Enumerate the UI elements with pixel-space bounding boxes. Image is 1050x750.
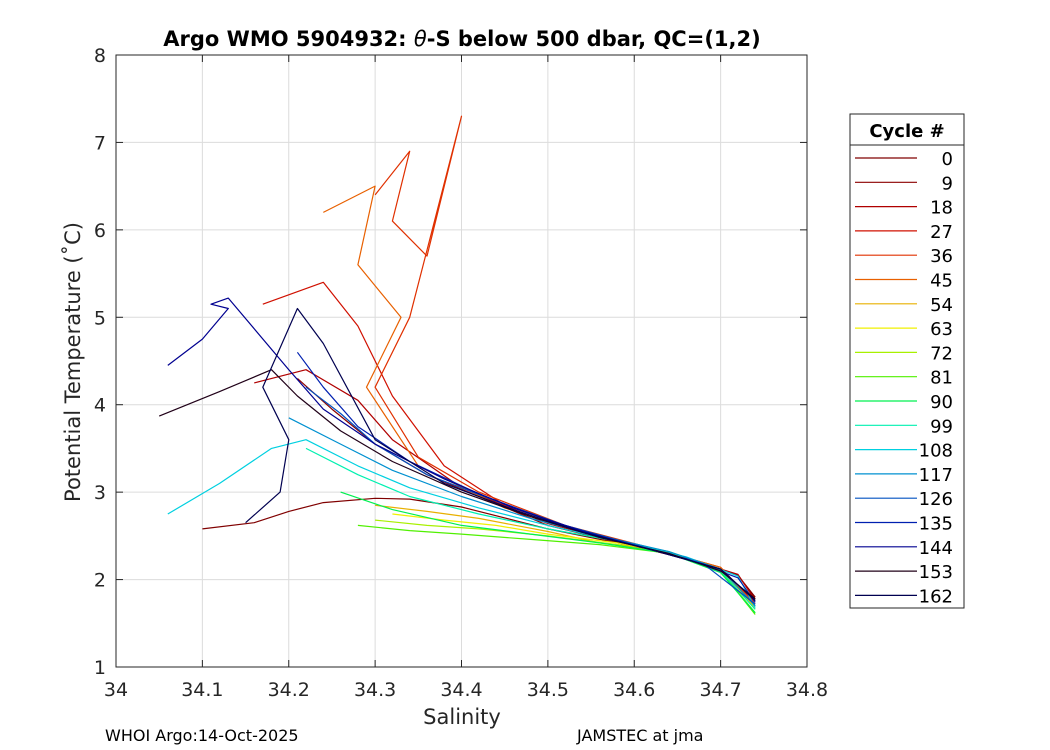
y-tick-label: 7 (94, 132, 106, 154)
legend-entries: 0 9 18 27 36 45 54 63 72 81 90 99 108 117 126 135 144 153… (855, 149, 953, 607)
legend-label-cycle-36: 36 (930, 246, 953, 267)
x-tick-label: 34.6 (613, 679, 655, 701)
legend-label-cycle-135: 135 (919, 514, 953, 535)
series-line-cycle-81 (357, 524, 756, 615)
x-tick-label: 34.1 (181, 679, 223, 701)
legend-box (849, 113, 965, 609)
x-axis-label: Salinity (423, 705, 501, 729)
x-tick-label: 34.8 (786, 679, 828, 701)
y-ticks: 1 2 3 4 5 6 7 8 (94, 45, 807, 679)
legend-label-cycle-144: 144 (919, 538, 953, 559)
series-line-cycle-126 (305, 386, 756, 605)
y-tick-label: 1 (94, 657, 106, 679)
y-tick-label: 4 (94, 395, 106, 417)
series-line-cycle-45 (323, 185, 756, 607)
legend-label-cycle-45: 45 (930, 271, 953, 292)
x-ticks: 34 34.1 34.2 34.3 34.4 34.5 34.6 34.7 34.8 (104, 55, 828, 701)
x-tick-label: 34.5 (527, 679, 569, 701)
legend-label-cycle-153: 153 (919, 562, 953, 583)
y-tick-label: 8 (94, 45, 106, 67)
legend: Cycle # 0 9 18 27 36 45 54 63 72 81 90 99 108 117 126 1… (849, 113, 965, 609)
series-line-cycle-9 (297, 378, 756, 600)
legend-label-cycle-54: 54 (930, 295, 953, 316)
x-tick-label: 34.3 (354, 679, 396, 701)
legend-label-cycle-99: 99 (930, 416, 953, 437)
footer-source: WHOI Argo:14-Oct-2025 (105, 726, 299, 745)
legend-label-cycle-63: 63 (930, 319, 953, 340)
x-tick-label: 34 (104, 679, 128, 701)
y-tick-label: 5 (94, 307, 106, 329)
footer-credit: JAMSTEC at jma (577, 726, 704, 745)
series-line-cycle-117 (288, 417, 756, 607)
y-tick-label: 3 (94, 482, 106, 504)
legend-label-cycle-117: 117 (919, 465, 953, 486)
series-line-cycle-162 (245, 307, 756, 602)
legend-label-cycle-72: 72 (930, 343, 953, 364)
series-line-cycle-54 (375, 504, 756, 608)
legend-label-cycle-108: 108 (919, 441, 953, 462)
series-line-cycle-0 (202, 497, 756, 598)
y-axis-label: Potential Temperature (˚C) (61, 222, 85, 502)
chart-title: Argo WMO 5904932: θ-S below 500 dbar, QC… (163, 27, 760, 51)
legend-label-cycle-90: 90 (930, 392, 953, 413)
legend-label-cycle-9: 9 (942, 173, 953, 194)
y-tick-label: 2 (94, 570, 106, 592)
series-layer (158, 115, 756, 615)
x-tick-label: 34.7 (699, 679, 741, 701)
series-line-cycle-135 (296, 351, 756, 603)
legend-label-cycle-126: 126 (919, 489, 953, 510)
legend-label-cycle-81: 81 (930, 368, 953, 389)
y-tick-label: 6 (94, 220, 106, 242)
legend-label-cycle-0: 0 (942, 149, 953, 170)
legend-label-cycle-18: 18 (930, 198, 953, 219)
legend-title: Cycle # (869, 121, 944, 142)
series-line-cycle-72 (375, 519, 756, 614)
series-line-cycle-153 (158, 369, 756, 600)
legend-label-cycle-162: 162 (919, 586, 953, 607)
legend-label-cycle-27: 27 (930, 222, 953, 243)
series-line-cycle-90 (340, 491, 756, 614)
grid (115, 54, 808, 668)
x-tick-label: 34.4 (440, 679, 482, 701)
x-tick-label: 34.2 (268, 679, 310, 701)
series-line-cycle-36 (374, 115, 756, 605)
